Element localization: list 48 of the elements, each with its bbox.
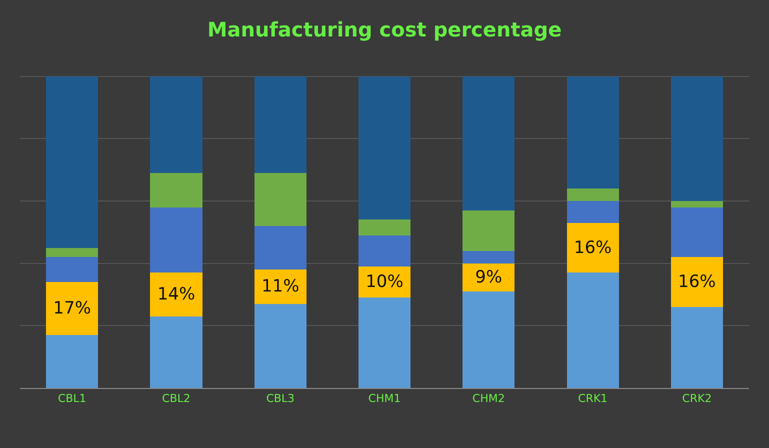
bar (566, 188, 619, 202)
bar (358, 76, 411, 220)
bar (462, 250, 515, 264)
x-tick-label: CRK2 (682, 392, 712, 406)
x-tick-label: CBL1 (58, 392, 86, 406)
x-tick-label: CHM2 (472, 392, 505, 406)
bar (670, 76, 723, 202)
bar (150, 272, 202, 316)
bar (46, 282, 98, 336)
bar (150, 173, 202, 208)
data-label: 14% (157, 284, 196, 305)
x-tick-label: CBL3 (266, 392, 295, 406)
bar (566, 272, 619, 388)
data-label: 16% (574, 238, 612, 258)
bar (46, 248, 98, 258)
bar (566, 76, 619, 189)
bar (462, 210, 515, 251)
bar (150, 76, 202, 173)
data-label: 9% (475, 267, 502, 288)
bar (254, 270, 306, 304)
bar (46, 76, 98, 248)
bar (670, 257, 723, 307)
bar (462, 291, 515, 388)
bar (254, 173, 306, 226)
bar (150, 207, 202, 273)
bar (358, 235, 411, 266)
bar (670, 306, 723, 388)
chart-title: Manufacturing cost percentage (207, 17, 562, 42)
bar (566, 201, 619, 223)
bar (46, 335, 98, 388)
data-label: 17% (53, 298, 91, 319)
bar (358, 220, 411, 236)
x-tick-label: CBL2 (162, 392, 190, 406)
bar (670, 201, 723, 208)
data-label: 16% (678, 272, 716, 292)
bar (566, 222, 619, 273)
bar (46, 257, 98, 282)
x-tick-label: CRK1 (578, 392, 608, 406)
bar (670, 207, 723, 258)
bar (254, 76, 306, 173)
bar (462, 76, 515, 210)
bar (150, 316, 202, 388)
bar (254, 226, 306, 270)
x-tick-label: CHM1 (368, 392, 401, 406)
data-label: 11% (261, 276, 300, 297)
bar (254, 304, 306, 388)
bar (358, 298, 411, 388)
data-label: 10% (366, 272, 404, 292)
